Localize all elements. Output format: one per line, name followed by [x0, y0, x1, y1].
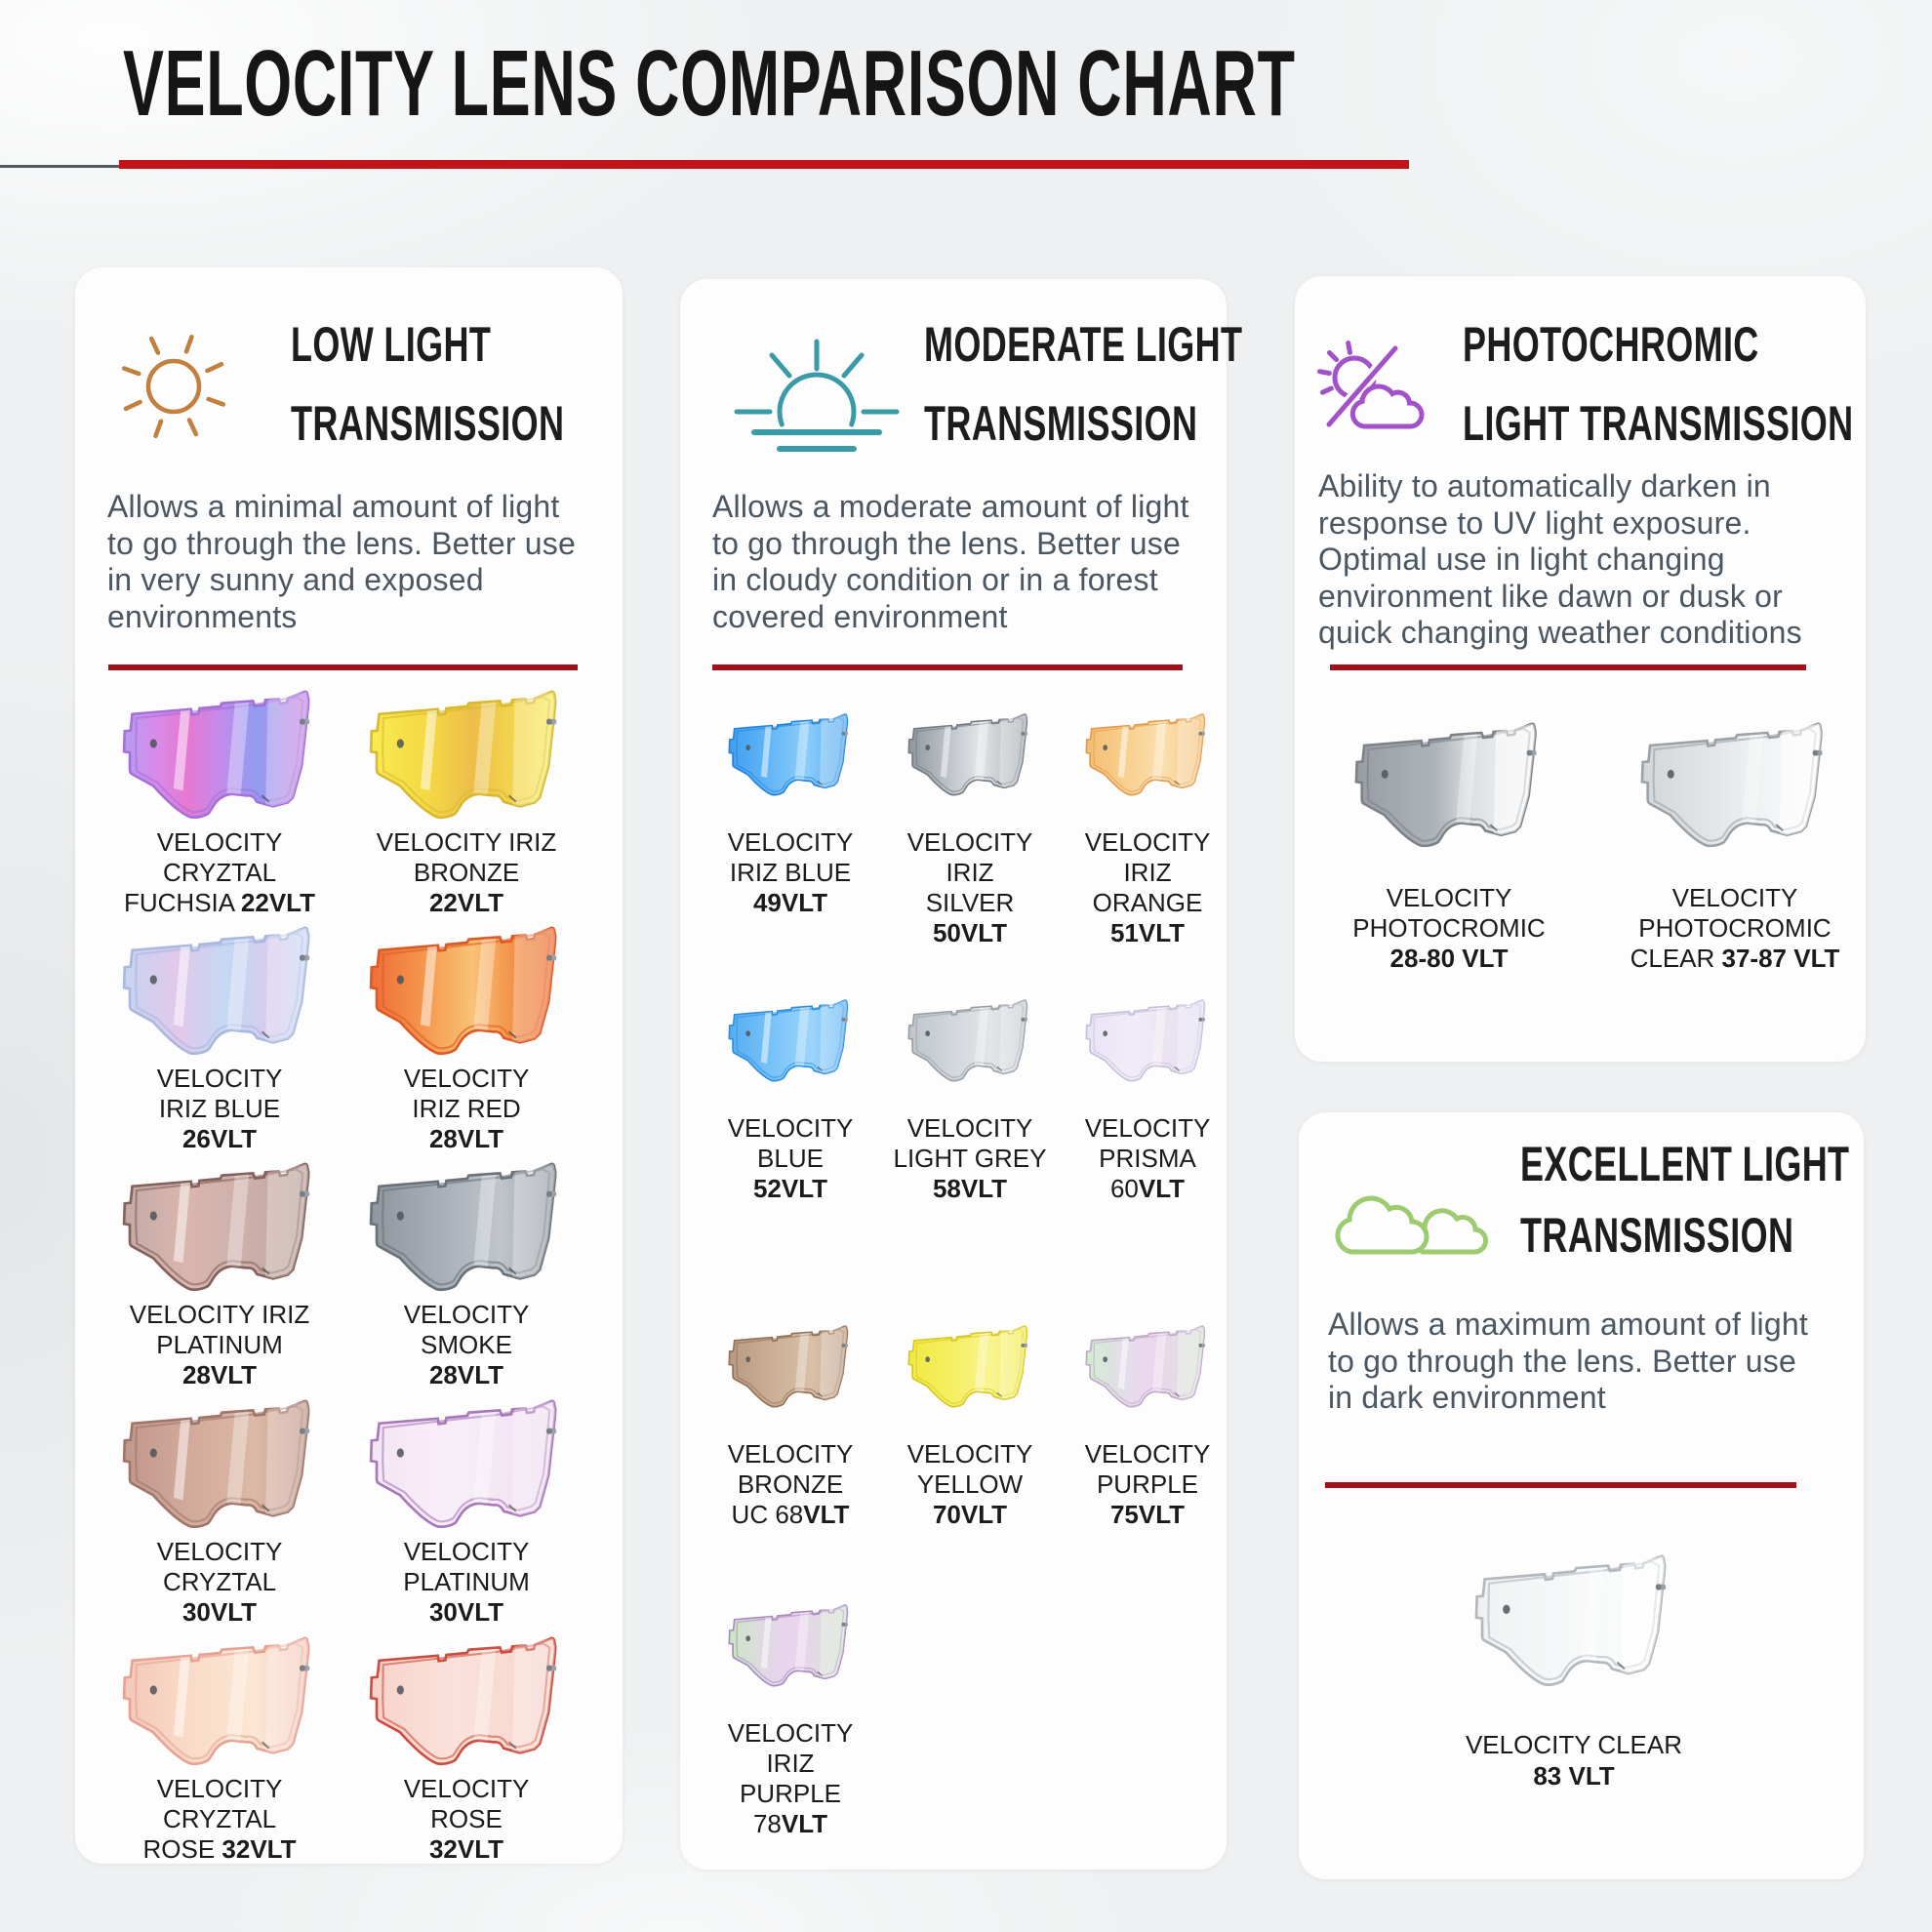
lens-item — [701, 1602, 880, 1689]
card-divider — [108, 664, 578, 670]
lens-label: VELOCITY BLUE 52VLT — [727, 1113, 854, 1203]
lens-image — [907, 1325, 1028, 1408]
lens-label: VELOCITY SMOKE 28VLT — [403, 1300, 530, 1389]
card-moderate-light: MODERATE LIGHT TRANSMISSION Allows a mod… — [680, 279, 1242, 1870]
lens-image — [728, 1604, 849, 1687]
card-paragraph: Ability to automatically darken in respo… — [1318, 468, 1802, 650]
card-photochromic: PHOTOCHROMIC LIGHT TRANSMISSION Ability … — [1295, 276, 1866, 1062]
lens-label: VELOCITY PRISMA 60VLT — [1084, 1113, 1211, 1203]
lens-item — [880, 1323, 1060, 1410]
sun-icon — [121, 334, 226, 439]
card-heading: LOW LIGHT TRANSMISSION — [291, 317, 565, 451]
lens-item — [1058, 997, 1237, 1084]
lens-item — [1058, 711, 1237, 798]
lens-label: VELOCITY IRIZ BLUE 49VLT — [727, 827, 854, 917]
lens-item — [701, 997, 880, 1084]
lens-item — [701, 1323, 880, 1410]
lens-label: VELOCITY PLATINUM 30VLT — [403, 1537, 530, 1627]
card-excellent-light: EXCELLENT LIGHT TRANSMISSION Allows a ma… — [1299, 1112, 1864, 1879]
card-heading: PHOTOCHROMIC LIGHT TRANSMISSION — [1463, 317, 1854, 451]
lens-image — [1085, 999, 1206, 1082]
lens-image — [1085, 713, 1206, 796]
lens-item — [344, 1396, 588, 1532]
lens-image — [122, 926, 310, 1056]
lens-image — [369, 1162, 557, 1292]
card-divider — [1325, 1482, 1796, 1488]
lens-label: VELOCITY CRYZTAL ROSE 32VLT — [142, 1774, 297, 1864]
lens-image — [122, 1636, 310, 1766]
lens-item — [1318, 719, 1580, 851]
lens-label: VELOCITY BRONZE UC 68VLT — [727, 1439, 854, 1529]
card-divider — [1330, 664, 1806, 670]
lens-label: VELOCITY CLEAR 83 VLT — [1465, 1730, 1683, 1791]
lens-image — [369, 690, 557, 820]
lens-image — [1474, 1554, 1667, 1686]
lens-label: VELOCITY IRIZ RED 28VLT — [403, 1064, 530, 1153]
lens-label: VELOCITY CRYZTAL 30VLT — [156, 1537, 283, 1627]
title-rule-red — [119, 160, 1409, 169]
lens-image — [1640, 722, 1823, 848]
lens-item — [344, 1633, 588, 1769]
lens-image — [122, 1162, 310, 1292]
lens-label: VELOCITY IRIZ BLUE 26VLT — [156, 1064, 283, 1153]
card-divider — [712, 664, 1183, 670]
lens-item — [98, 1396, 342, 1532]
lens-item — [344, 1159, 588, 1295]
lens-image — [728, 713, 849, 796]
lens-item — [880, 711, 1060, 798]
lens-image — [728, 1325, 849, 1408]
lens-item — [98, 1633, 342, 1769]
lens-item — [1604, 719, 1866, 851]
title-rule-grey — [0, 165, 119, 168]
lens-image — [122, 1399, 310, 1529]
lens-item — [98, 687, 342, 823]
card-paragraph: Allows a minimal amount of light to go t… — [107, 489, 577, 634]
lens-label: VELOCITY ROSE 32VLT — [403, 1774, 530, 1864]
lens-image — [369, 926, 557, 1056]
sunrise-icon — [734, 339, 900, 452]
lens-item — [701, 711, 880, 798]
lens-item — [344, 923, 588, 1059]
lens-label: VELOCITY LIGHT GREY 58VLT — [893, 1113, 1047, 1203]
sun-cloud-icon — [1317, 341, 1425, 430]
lens-item — [1428, 1551, 1720, 1690]
lens-label: VELOCITY YELLOW 70VLT — [906, 1439, 1033, 1529]
lens-label: VELOCITY IRIZ PLATINUM 28VLT — [129, 1300, 310, 1389]
lens-label: VELOCITY PHOTOCROMIC CLEAR 37-87 VLT — [1630, 883, 1840, 973]
lens-item — [98, 1159, 342, 1295]
lens-image — [907, 999, 1028, 1082]
lens-label: VELOCITY IRIZ SILVER 50VLT — [906, 827, 1033, 947]
lens-image — [369, 1636, 557, 1766]
lens-label: VELOCITY PURPLE 75VLT — [1084, 1439, 1211, 1529]
lens-item — [1058, 1323, 1237, 1410]
lens-label: VELOCITY PHOTOCROMIC 28-80 VLT — [1352, 883, 1546, 973]
lens-item — [880, 997, 1060, 1084]
lens-image — [1354, 722, 1537, 848]
lens-image — [369, 1399, 557, 1529]
card-low-light: LOW LIGHT TRANSMISSION Allows a minimal … — [75, 267, 623, 1864]
lens-image — [1085, 1325, 1206, 1408]
card-paragraph: Allows a moderate amount of light to go … — [712, 489, 1189, 634]
card-heading: MODERATE LIGHT TRANSMISSION — [924, 317, 1243, 451]
clouds-icon — [1335, 1195, 1489, 1255]
lens-image — [907, 713, 1028, 796]
lens-image — [728, 999, 849, 1082]
lens-label: VELOCITY CRYZTAL FUCHSIA 22VLT — [123, 827, 316, 917]
page-title: VELOCITY LENS COMPARISON CHART — [123, 31, 1296, 136]
card-heading: EXCELLENT LIGHT TRANSMISSION — [1520, 1137, 1850, 1263]
lens-label: VELOCITY IRIZ ORANGE 51VLT — [1084, 827, 1211, 947]
card-paragraph: Allows a maximum amount of light to go t… — [1328, 1307, 1808, 1415]
lens-item — [344, 687, 588, 823]
lens-item — [98, 923, 342, 1059]
lens-label: VELOCITY IRIZ BRONZE 22VLT — [376, 827, 557, 917]
lens-image — [122, 690, 310, 820]
lens-label: VELOCITY IRIZ PURPLE 78VLT — [727, 1718, 854, 1838]
